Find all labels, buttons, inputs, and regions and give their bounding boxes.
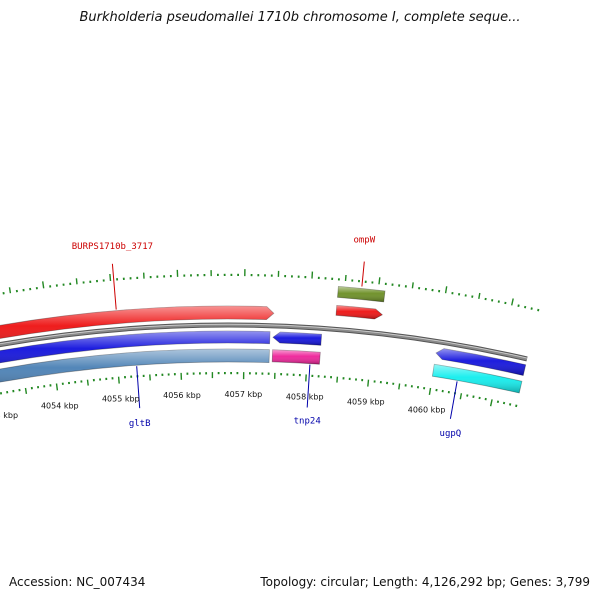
axis-label-4056: 4056 kbp (163, 391, 201, 400)
callout-line-tnp24 (306, 364, 311, 408)
inner-minor-tick (459, 393, 463, 400)
reverse-gene-small (272, 331, 323, 346)
outer-major-tick (378, 277, 381, 285)
axis-label-4053: 4053 kbp (0, 411, 18, 420)
outer-tick-marks (2, 269, 540, 312)
gene-ompw-shading (336, 305, 383, 319)
gene-tnp24 (271, 349, 321, 365)
green-feature-ompw-shading (337, 286, 385, 302)
inner-major-tick (489, 399, 493, 407)
gene-features (0, 285, 527, 394)
outer-minor-tick (517, 304, 520, 307)
gene-label-burps1710b_3717: BURPS1710b_3717 (72, 242, 153, 252)
inner-minor-tick (86, 379, 89, 386)
axis-label-4058: 4058 kbp (286, 392, 324, 401)
axis-label-4054: 4054 kbp (41, 401, 79, 410)
axis-label-4059: 4059 kbp (347, 398, 385, 407)
callout-line-burps1710b_3717 (111, 263, 117, 310)
cyan-feature-ugpq-shading (432, 364, 522, 393)
gene-tnp24-shading (272, 349, 321, 365)
outer-major-tick (42, 281, 45, 289)
callout-line-ompw (361, 261, 365, 287)
backbone-highlight (0, 323, 528, 359)
callout-line-ugpq (449, 381, 458, 419)
gene-ompw (335, 304, 384, 320)
genome-stats-text: Topology: circular; Length: 4,126,292 bp… (260, 575, 590, 589)
axis-label-4057: 4057 kbp (225, 390, 263, 399)
map-title: Burkholderia pseudomallei 1710b chromoso… (79, 10, 521, 25)
outer-minor-tick (524, 305, 527, 309)
inner-minor-tick (502, 401, 506, 405)
reverse-gene-ugpq-shading (436, 348, 526, 376)
inner-major-tick (428, 387, 432, 396)
chromosome-backbone (0, 322, 528, 362)
gene-label-ompw: ompW (353, 236, 375, 246)
reverse-gene-large-shading (0, 331, 270, 363)
inner-minor-tick (509, 403, 512, 406)
gene-gltb (0, 348, 270, 383)
inner-minor-tick (336, 376, 339, 383)
inner-minor-tick (496, 400, 500, 404)
outer-major-tick (511, 298, 514, 306)
inner-minor-tick (24, 387, 28, 395)
callout-line-gltb (136, 366, 141, 409)
inner-tick-marks (0, 372, 518, 408)
accession-text: Accession: NC_007434 (9, 575, 146, 589)
gene-label-tnp24: tnp24 (294, 417, 321, 427)
gene-burps1710b-3717 (0, 305, 275, 339)
gene-burps1710b-3717-shading (0, 306, 274, 339)
outer-major-tick (444, 286, 448, 294)
outer-minor-tick (537, 308, 540, 312)
reverse-gene-small-shading (273, 332, 322, 346)
inner-minor-tick (472, 395, 475, 398)
axis-label-4055: 4055 kbp (102, 395, 140, 404)
inner-major-tick (367, 379, 370, 387)
outer-minor-tick (344, 274, 347, 282)
reverse-gene-ugpq (435, 348, 527, 376)
outer-minor-tick (75, 278, 78, 285)
cyan-feature-ugpq (431, 363, 523, 394)
outer-minor-tick (411, 282, 414, 289)
gene-gltb-shading (0, 349, 270, 383)
outer-minor-tick (530, 307, 533, 310)
inner-major-tick (117, 376, 120, 384)
inner-major-tick (55, 383, 59, 391)
outer-major-tick (109, 273, 112, 282)
axis-label-4060: 4060 kbp (408, 406, 446, 415)
green-feature-ompw (337, 285, 386, 303)
inner-minor-tick (515, 404, 518, 408)
reverse-gene-large (0, 330, 271, 364)
label-callouts (111, 261, 458, 419)
outer-minor-tick (8, 287, 12, 294)
backbone-line (0, 323, 528, 361)
gene-label-gltb: gltB (129, 419, 151, 429)
inner-minor-tick (398, 383, 401, 390)
gene-label-ugpq: ugpQ (440, 429, 462, 439)
gene-labels: BURPS1710b_3717ompWgltDgltBtnp24ugpQ (72, 236, 462, 439)
outer-minor-tick (478, 292, 481, 300)
